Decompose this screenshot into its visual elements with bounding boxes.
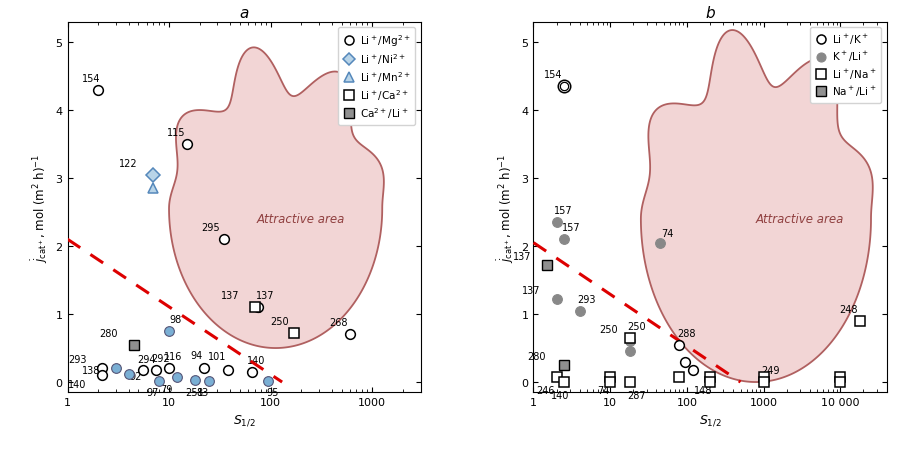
Text: 74: 74 xyxy=(597,386,609,396)
Text: 288: 288 xyxy=(677,328,696,338)
Text: 293: 293 xyxy=(68,354,86,364)
Text: 138: 138 xyxy=(82,366,100,376)
Y-axis label: $\dot{\mathit{j}}_{{\rm cat}^+}$, mol (m$^2$ h)$^{-1}$: $\dot{\mathit{j}}_{{\rm cat}^+}$, mol (m… xyxy=(496,153,516,262)
Text: Attractive area: Attractive area xyxy=(756,213,844,226)
Text: 287: 287 xyxy=(627,390,646,400)
Title: $a$: $a$ xyxy=(238,6,249,21)
Text: 292: 292 xyxy=(151,353,170,363)
Text: 250: 250 xyxy=(599,325,618,335)
X-axis label: $\mathit{S}_{1/2}$: $\mathit{S}_{1/2}$ xyxy=(233,413,256,428)
Text: 248: 248 xyxy=(840,304,858,314)
Text: 92: 92 xyxy=(130,371,142,381)
X-axis label: $\mathit{S}_{1/2}$: $\mathit{S}_{1/2}$ xyxy=(698,413,721,428)
Text: 74: 74 xyxy=(662,229,673,239)
Text: 295: 295 xyxy=(201,223,220,233)
Legend: Li$^+$/Mg$^{2+}$, Li$^+$/Ni$^{2+}$, Li$^+$/Mn$^{2+}$, Li$^+$/Ca$^{2+}$, Ca$^{2+}: Li$^+$/Mg$^{2+}$, Li$^+$/Ni$^{2+}$, Li$^… xyxy=(338,28,415,125)
Text: 294: 294 xyxy=(138,354,156,364)
Text: 101: 101 xyxy=(208,352,226,362)
Text: 251: 251 xyxy=(185,387,204,397)
Text: 140: 140 xyxy=(551,390,569,400)
Text: 94: 94 xyxy=(191,350,203,360)
Text: 95: 95 xyxy=(266,387,279,397)
Text: 140: 140 xyxy=(247,355,265,365)
Title: $b$: $b$ xyxy=(705,5,716,21)
Text: 137: 137 xyxy=(256,290,274,301)
Text: 249: 249 xyxy=(761,365,779,375)
Text: 137: 137 xyxy=(522,285,541,295)
Text: 122: 122 xyxy=(119,158,138,168)
Text: 157: 157 xyxy=(554,206,572,216)
Text: 250: 250 xyxy=(271,317,290,327)
Polygon shape xyxy=(169,48,384,348)
Text: 280: 280 xyxy=(527,351,545,361)
Text: 137: 137 xyxy=(513,251,531,261)
Text: 79: 79 xyxy=(160,384,172,394)
Text: 140: 140 xyxy=(68,379,86,389)
Text: 116: 116 xyxy=(164,352,183,362)
Text: 293: 293 xyxy=(578,294,596,304)
Text: 157: 157 xyxy=(562,223,580,233)
Text: 268: 268 xyxy=(329,318,347,328)
Y-axis label: $\dot{\mathit{j}}_{{\rm cat}^+}$, mol (m$^2$ h)$^{-1}$: $\dot{\mathit{j}}_{{\rm cat}^+}$, mol (m… xyxy=(30,153,50,262)
Legend: Li$^+$/K$^+$, K$^+$/Li$^+$, Li$^+$/Na$^+$, Na$^+$/Li$^+$: Li$^+$/K$^+$, K$^+$/Li$^+$, Li$^+$/Na$^+… xyxy=(810,28,881,104)
Text: Attractive area: Attractive area xyxy=(256,213,346,226)
Text: 246: 246 xyxy=(536,386,554,396)
Text: 137: 137 xyxy=(220,290,239,301)
Text: 98: 98 xyxy=(170,314,182,324)
Text: 115: 115 xyxy=(166,128,185,138)
Text: 148: 148 xyxy=(694,386,712,396)
Text: 97: 97 xyxy=(146,387,158,397)
Text: 83: 83 xyxy=(196,387,209,397)
Polygon shape xyxy=(641,31,873,382)
Text: 280: 280 xyxy=(100,328,118,338)
Text: 250: 250 xyxy=(627,321,646,331)
Text: 154: 154 xyxy=(544,70,562,80)
Text: 154: 154 xyxy=(82,74,101,83)
